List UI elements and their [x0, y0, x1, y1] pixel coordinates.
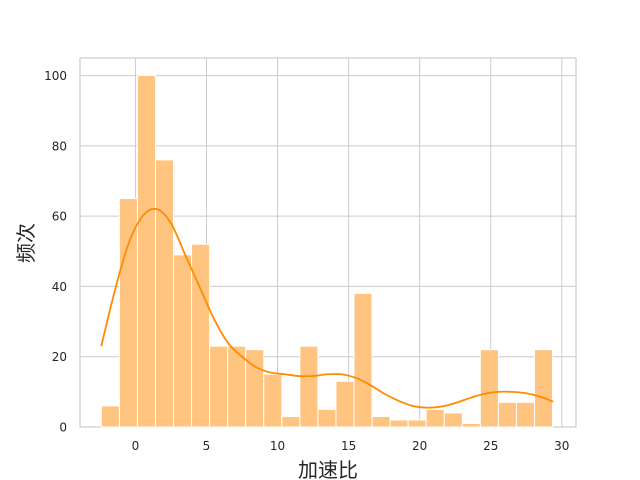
y-tick-label: 40: [52, 280, 67, 294]
histogram-bar: [191, 243, 211, 428]
histogram-bar: [443, 412, 463, 428]
y-tick-labels: 0 20 40 60 80 100: [44, 69, 67, 434]
y-tick-label: 20: [52, 350, 67, 364]
y-tick-label: 100: [44, 69, 67, 83]
histogram-bar: [353, 292, 373, 428]
histogram-bars: [100, 75, 554, 428]
histogram-bar: [407, 419, 427, 428]
histogram-bar: [173, 254, 193, 428]
histogram-bar: [534, 349, 554, 428]
histogram-bar: [335, 380, 355, 428]
histogram-bar: [461, 422, 481, 428]
kde-curve: [100, 207, 554, 409]
x-tick-label: 30: [554, 439, 569, 453]
x-tick-labels: 0 5 10 15 20 25 30: [132, 439, 570, 453]
x-tick-label: 5: [203, 439, 211, 453]
x-tick-label: 20: [412, 439, 427, 453]
histogram-bar: [209, 345, 229, 428]
histogram-bar: [497, 401, 517, 428]
histogram-bar: [515, 401, 536, 428]
histogram-bar: [389, 419, 409, 428]
x-tick-label: 25: [483, 439, 498, 453]
x-axis-label: 加速比: [298, 458, 358, 480]
histogram-bar: [371, 415, 391, 428]
histogram-bar: [299, 345, 319, 428]
histogram-bar: [100, 405, 120, 428]
x-tick-label: 10: [270, 439, 285, 453]
y-tick-label: 60: [52, 210, 67, 224]
y-tick-label: 0: [59, 421, 67, 435]
x-tick-label: 0: [132, 439, 140, 453]
histogram-bar: [263, 373, 283, 428]
histogram-bar: [281, 415, 301, 428]
y-axis-label: 频次: [14, 223, 38, 263]
histogram-bar: [118, 198, 138, 428]
histogram-bar: [154, 159, 175, 428]
histogram-bar: [479, 349, 499, 428]
x-tick-label: 15: [341, 439, 356, 453]
y-tick-label: 80: [52, 139, 67, 153]
histogram-bar: [136, 75, 156, 428]
histogram-bar: [425, 408, 445, 428]
histogram-bar: [317, 408, 337, 428]
